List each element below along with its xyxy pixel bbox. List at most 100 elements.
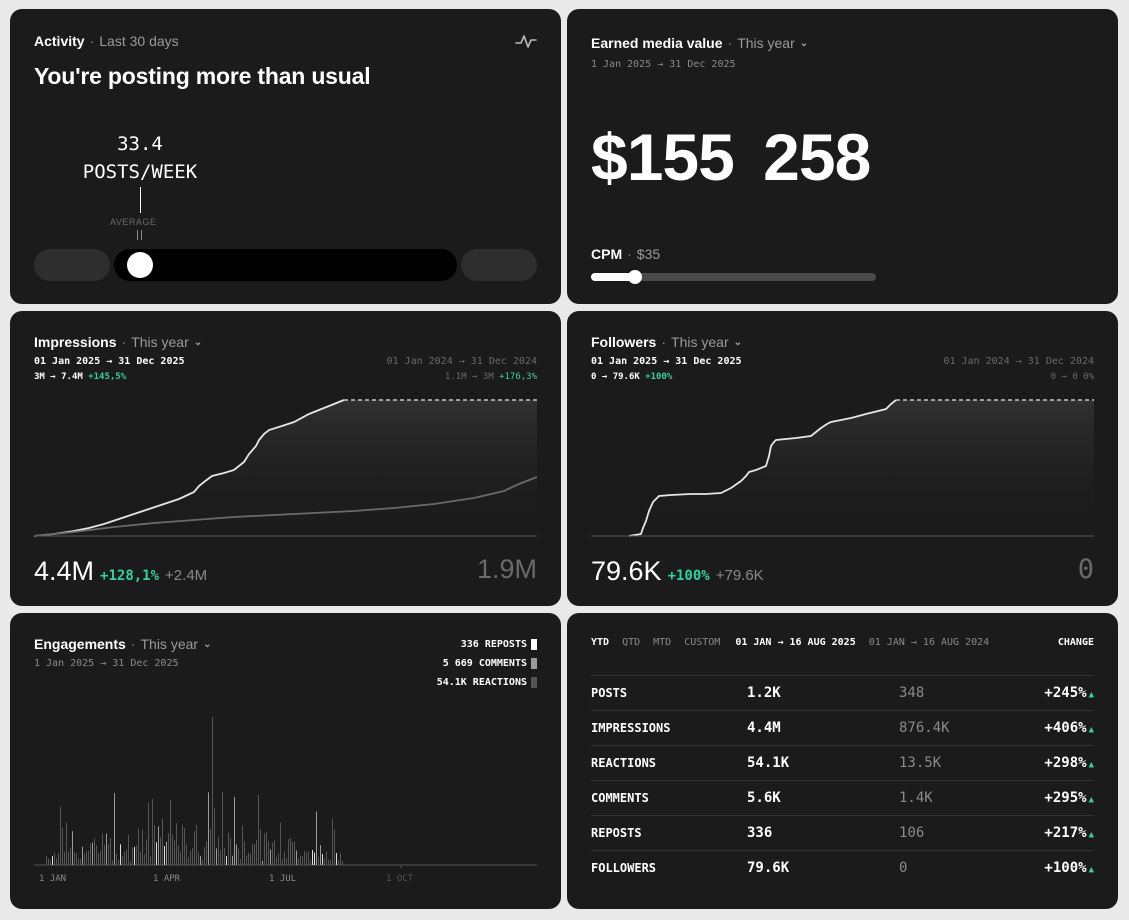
- engagement-bar: [290, 837, 291, 865]
- engagement-bar: [168, 832, 169, 865]
- tab-qtd[interactable]: QTD: [622, 637, 641, 648]
- engagement-bar: [242, 825, 243, 865]
- engagement-bar: [148, 802, 149, 865]
- impressions-title: Impressions: [34, 334, 117, 350]
- impressions-previous-line: [34, 476, 537, 537]
- engagement-bar: [252, 843, 253, 865]
- engagement-bar: [92, 842, 93, 865]
- activity-pulse-icon[interactable]: [515, 33, 537, 49]
- trend-up-icon: ▲: [1088, 690, 1094, 700]
- impressions-current-line: [34, 399, 345, 537]
- engagement-bar: [198, 852, 199, 865]
- engagement-bar: [254, 844, 255, 865]
- engagement-bar: [102, 833, 103, 865]
- followers-bottom: 79.6K +100% +79.6K: [591, 556, 764, 587]
- activity-slider-knob[interactable]: [127, 252, 153, 278]
- engagement-bar: [90, 843, 91, 865]
- engagement-bar: [76, 853, 77, 865]
- engagement-bar: [210, 829, 211, 865]
- cpm-slider-track[interactable]: [591, 270, 876, 284]
- activity-pointer-line: [140, 187, 141, 213]
- engagement-bar: [338, 859, 339, 865]
- engagement-bar: [104, 845, 105, 865]
- trend-up-icon: ▲: [1088, 795, 1094, 805]
- engagement-bar: [296, 850, 297, 865]
- engagement-bar: [138, 828, 139, 865]
- impressions-current-range: 01 Jan 2025 → 31 Dec 2025: [34, 356, 185, 367]
- followers-header: Followers · This year ⌄: [591, 334, 742, 350]
- cpm-value: $35: [636, 246, 661, 262]
- engagement-bar: [204, 847, 205, 865]
- comparison-current-range: 01 JAN → 16 AUG 2025: [735, 637, 856, 648]
- engagement-bar: [58, 853, 59, 865]
- comparison-header: YTD QTD MTD CUSTOM 01 JAN → 16 AUG 2025 …: [591, 637, 1094, 648]
- impressions-line-chart: [34, 399, 537, 537]
- engagements-legend: 336 REPOSTS 5 669 COMMENTS 54.1K REACTIO…: [437, 639, 537, 688]
- engagement-bar: [98, 852, 99, 865]
- engagement-bar: [326, 851, 327, 865]
- table-row-posts: POSTS 1.2K 348 +245% ▲: [591, 675, 1094, 710]
- engagement-bar: [80, 859, 81, 865]
- followers-period-dropdown[interactable]: This year: [671, 334, 729, 350]
- tab-custom[interactable]: CUSTOM: [684, 637, 721, 648]
- engagement-bar: [114, 793, 115, 865]
- engagement-bar: [194, 831, 195, 865]
- activity-value: 33.4: [117, 133, 163, 155]
- engagement-bar: [172, 834, 173, 865]
- followers-line-chart: [591, 399, 1094, 537]
- impressions-change-abs: +2.4M: [165, 567, 208, 584]
- chevron-down-icon[interactable]: ⌄: [799, 37, 809, 49]
- engagement-bar: [200, 855, 201, 865]
- comparison-change-header: CHANGE: [1057, 637, 1094, 648]
- chevron-down-icon[interactable]: ⌄: [733, 336, 742, 348]
- cpm-slider-knob[interactable]: [628, 270, 642, 284]
- engagement-bar: [192, 847, 193, 865]
- comparison-card: YTD QTD MTD CUSTOM 01 JAN → 16 AUG 2025 …: [567, 613, 1118, 909]
- engagement-bar: [316, 811, 317, 865]
- engagement-bar: [232, 855, 233, 865]
- engagement-bar: [324, 858, 325, 865]
- legend-reactions-swatch: [531, 677, 537, 688]
- emv-period-dropdown[interactable]: This year: [737, 35, 795, 51]
- engagement-bar: [180, 851, 181, 865]
- engagement-bar: [304, 850, 305, 865]
- engagement-bar: [46, 856, 47, 865]
- engagement-bar: [100, 850, 101, 865]
- engagement-bar: [122, 856, 123, 865]
- engagement-bar: [208, 792, 209, 865]
- impressions-previous-value: 1.9M: [476, 554, 537, 584]
- engagement-bar: [312, 850, 313, 865]
- engagement-bar: [292, 842, 293, 865]
- engagements-period-dropdown[interactable]: This year: [140, 636, 199, 652]
- engagement-bar: [88, 850, 89, 865]
- engagement-bar: [276, 857, 277, 865]
- impressions-value: 4.4M: [34, 556, 95, 586]
- tab-ytd[interactable]: YTD: [591, 637, 610, 648]
- followers-change-pct: +100%: [667, 568, 710, 584]
- engagement-bar: [250, 853, 251, 865]
- followers-previous-delta: 0 → 0 0%: [1050, 372, 1094, 382]
- impressions-period-dropdown[interactable]: This year: [131, 334, 189, 350]
- chevron-down-icon[interactable]: ⌄: [193, 336, 203, 348]
- engagement-bar: [264, 833, 265, 865]
- chevron-down-icon[interactable]: ⌄: [203, 638, 212, 650]
- emv-value: $155 258: [591, 120, 871, 194]
- engagement-bar: [196, 824, 197, 865]
- engagement-bar: [274, 839, 275, 865]
- comparison-previous-range: 01 JAN → 16 AUG 2024: [868, 637, 990, 648]
- table-row-reactions: REACTIONS 54.1K 13.5K +298% ▲: [591, 745, 1094, 780]
- engagement-bar: [62, 827, 63, 865]
- engagements-bar-chart: [34, 717, 537, 868]
- followers-current-range: 01 Jan 2025 → 31 Dec 2025: [591, 356, 742, 367]
- tab-mtd[interactable]: MTD: [653, 637, 672, 648]
- engagement-bar: [258, 795, 259, 865]
- followers-area: [629, 400, 1094, 536]
- engagement-bar: [74, 852, 75, 865]
- engagement-bar: [256, 839, 257, 865]
- average-marker-2: [141, 230, 142, 240]
- legend-comments: 5 669 COMMENTS: [443, 658, 537, 669]
- activity-range-mid: [114, 249, 457, 281]
- engagement-bar: [132, 847, 133, 865]
- engagement-bar: [158, 826, 159, 865]
- engagement-bar: [140, 851, 141, 865]
